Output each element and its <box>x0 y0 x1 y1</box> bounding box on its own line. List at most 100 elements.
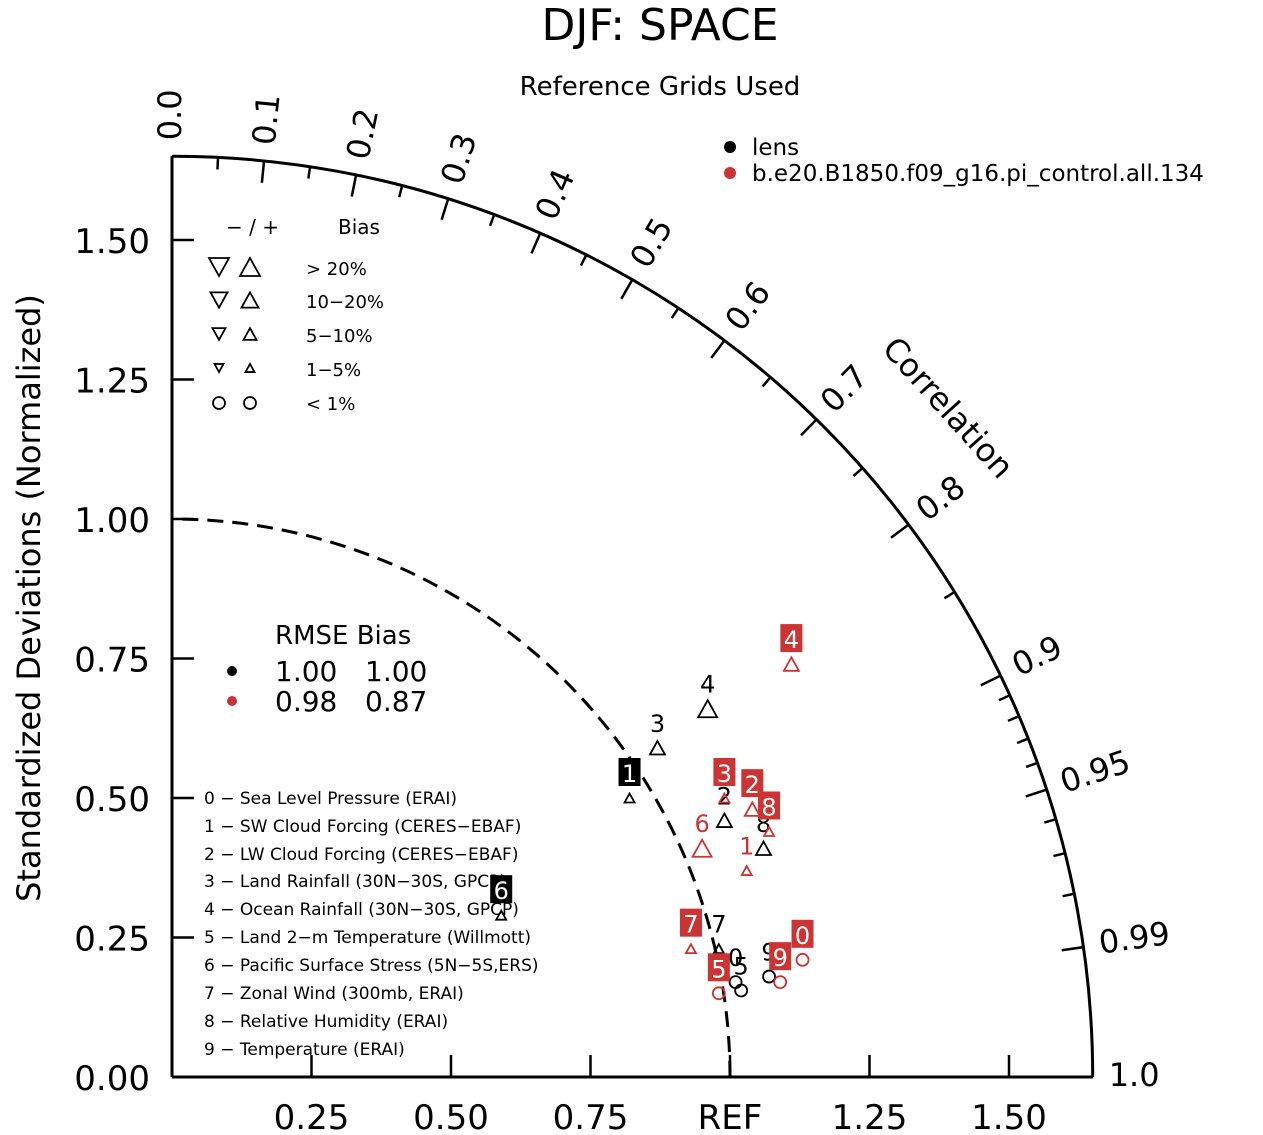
series-legend: lens b.e20.B1850.f09_g16.pi_control.all.… <box>724 135 1204 187</box>
point-label: 6 <box>694 810 709 838</box>
bias-key-up-triangle <box>238 256 262 277</box>
point-label-box <box>780 624 803 653</box>
x-tick-label: 0.25 <box>274 1098 350 1135</box>
data-point: 5 <box>734 953 749 998</box>
data-point: 4 <box>696 671 719 719</box>
correlation-tick <box>620 279 634 300</box>
correlation-label: Correlation <box>875 329 1021 486</box>
point-marker <box>740 864 754 876</box>
correlation-tick-label: 1.0 <box>1109 1056 1160 1094</box>
point-label: 0 <box>795 922 810 950</box>
correlation-tick <box>1061 945 1084 952</box>
variable-item: 2 − LW Cloud Forcing (CERES−EBAF) <box>204 845 518 865</box>
data-point: 0 <box>791 919 814 967</box>
correlation-tick <box>852 467 864 477</box>
point-marker <box>712 942 726 955</box>
point-label-box <box>758 791 781 820</box>
bias-key-sign: − / + <box>226 215 279 239</box>
point-marker <box>711 986 726 1001</box>
correlation-tick <box>890 523 910 539</box>
legend-label-lens: lens <box>752 135 799 161</box>
point-label: 9 <box>773 944 788 972</box>
correlation-tick <box>998 694 1011 702</box>
rmse-bias-table: RMSE Bias 1.00 1.00 0.98 0.87 <box>227 621 427 718</box>
point-label-box <box>791 919 814 948</box>
point-label: 5 <box>711 955 726 983</box>
bias-key-row-1: 10−20% <box>306 292 384 313</box>
point-marker <box>696 698 719 719</box>
point-label-box <box>618 758 641 786</box>
correlation-tick-label: 0.8 <box>909 468 973 529</box>
y-tick-label: 1.25 <box>74 362 150 402</box>
bias-key-up-triangle <box>239 290 261 309</box>
y-tick-label: 1.50 <box>74 222 150 262</box>
point-label: 5 <box>734 953 749 981</box>
x-tick-label: 0.50 <box>413 1098 489 1135</box>
correlation-tick <box>350 174 358 197</box>
variable-item: 4 − Ocean Rainfall (30N−30S, GPCP) <box>204 900 519 920</box>
variable-item: 7 − Zonal Wind (300mb, ERAI) <box>204 984 464 1004</box>
point-label-box <box>707 953 730 982</box>
y-tick-label: 0.50 <box>74 780 150 820</box>
bias-key-row-3: 1−5% <box>306 360 361 381</box>
correlation-tick <box>307 166 312 179</box>
axes-group: 0.000.250.500.751.001.251.500.25 0.50 0.75… <box>74 89 1172 1135</box>
variable-item: 8 − Relative Humidity (ERAI) <box>204 1012 448 1032</box>
point-label: 7 <box>683 911 698 939</box>
correlation-tick-label: 0.7 <box>813 357 876 420</box>
point-marker <box>795 952 810 967</box>
bias-key-row-4: < 1% <box>306 394 355 415</box>
point-label: 2 <box>745 771 760 799</box>
correlation-tick <box>670 307 680 319</box>
point-label: 1 <box>622 760 637 788</box>
legend-label-control: b.e20.B1850.f09_g16.pi_control.all.134 <box>752 161 1204 187</box>
point-marker <box>691 837 714 858</box>
correlation-tick <box>1044 818 1057 824</box>
point-marker <box>734 983 749 998</box>
data-point: 3 <box>648 710 667 756</box>
ref-arc <box>171 517 732 1078</box>
correlation-tick <box>980 674 1002 687</box>
point-marker <box>715 811 734 828</box>
rmse-row-1-bias: 0.87 <box>365 685 427 718</box>
correlation-tick <box>397 185 404 198</box>
point-label: 1 <box>739 833 754 861</box>
data-point: 6 <box>691 810 714 858</box>
bias-key-down-triangle <box>212 363 226 374</box>
point-marker <box>773 975 788 990</box>
bias-key-circle <box>212 396 226 410</box>
correlation-tick <box>761 376 772 388</box>
variable-item: 3 − Land Rainfall (30N−30S, GPCP) <box>204 872 506 892</box>
chart-subtitle: Reference Grids Used <box>520 72 801 102</box>
variable-item: 9 − Temperature (ERAI) <box>204 1040 405 1060</box>
point-label: 3 <box>650 710 665 738</box>
correlation-tick <box>1025 761 1038 769</box>
rmse-row-1-rmse: 0.98 <box>275 685 337 718</box>
x-tick-label: 0.75 <box>553 1098 629 1135</box>
data-point: 8 <box>758 791 781 837</box>
data-point: 7 <box>711 911 726 955</box>
correlation-tick <box>1007 715 1020 723</box>
correlation-tick <box>1053 851 1066 858</box>
bias-key-row-0: > 20% <box>306 259 367 280</box>
data-point: 1 <box>618 758 641 804</box>
correlation-tick <box>1025 788 1048 798</box>
point-label: 4 <box>784 626 799 654</box>
correlation-tick-label: 0.2 <box>339 105 386 162</box>
rmse-row-0-marker <box>227 666 237 676</box>
correlation-tick-label: 0.6 <box>717 274 778 338</box>
variable-item: 1 − SW Cloud Forcing (CERES−EBAF) <box>204 817 521 837</box>
point-marker <box>494 908 508 921</box>
data-point: 2 <box>741 769 764 817</box>
correlation-tick <box>440 198 450 221</box>
point-label-box <box>713 758 736 786</box>
point-marker <box>762 825 776 837</box>
bias-key-up-triangle <box>241 326 259 341</box>
correlation-tick-label: 0.9 <box>1006 628 1068 684</box>
correlation-tick <box>943 590 956 600</box>
legend-marker-lens <box>724 141 736 153</box>
outer-arc <box>171 154 1095 1078</box>
point-label: 0 <box>728 944 743 972</box>
